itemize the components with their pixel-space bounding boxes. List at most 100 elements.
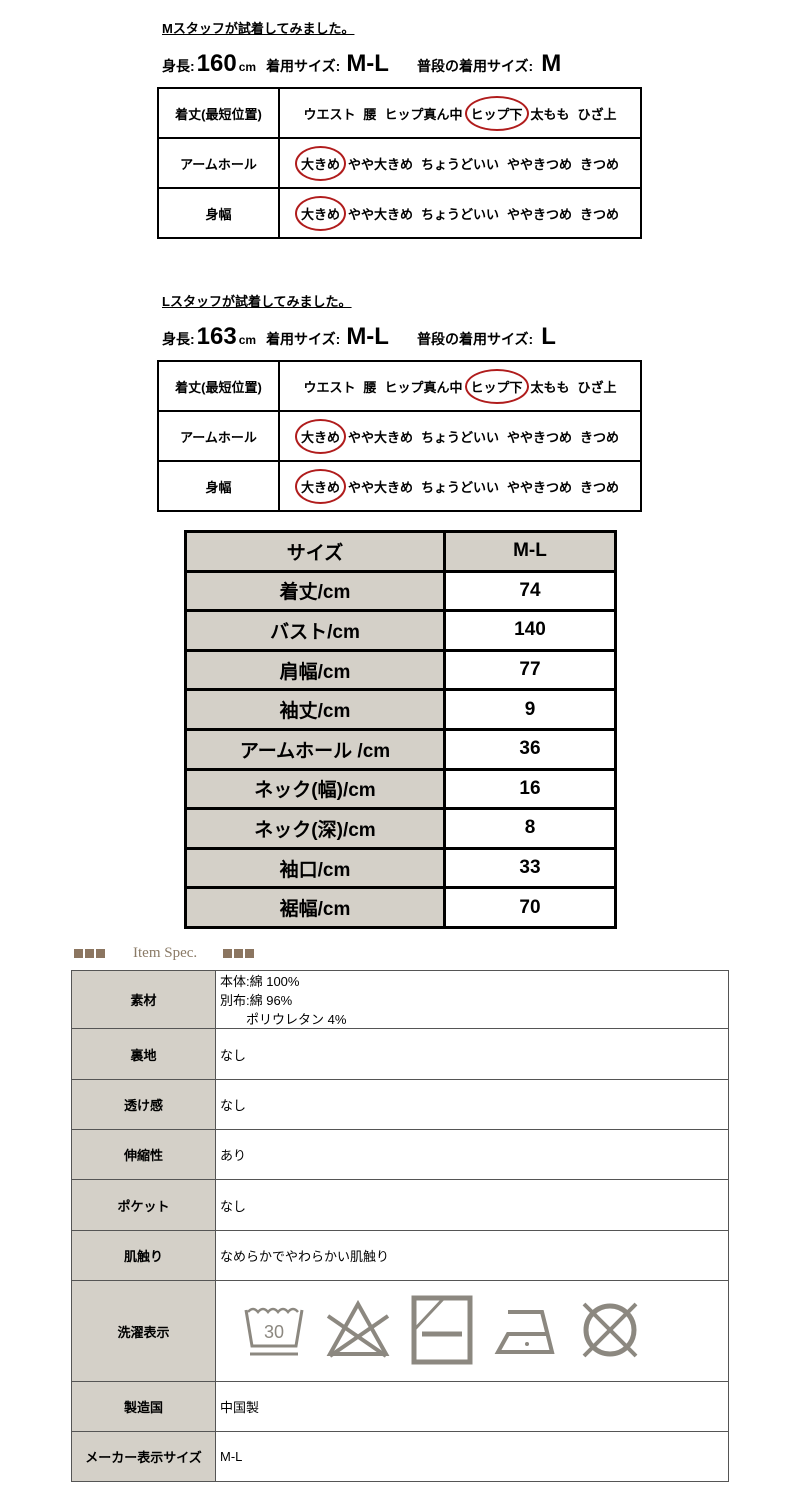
fit-option: ちょうどいい bbox=[420, 479, 499, 495]
size-value: 74 bbox=[443, 569, 617, 613]
fit-option: 太もも bbox=[530, 106, 570, 122]
fit-option: 太もも bbox=[530, 379, 570, 395]
size-row: 肩幅/cm 77 bbox=[184, 648, 617, 692]
size-value: 77 bbox=[443, 648, 617, 692]
care-icons: 30 bbox=[220, 1294, 728, 1369]
spec-row: 伸縮性 あり bbox=[71, 1129, 729, 1180]
size-label: ネック(深)/cm bbox=[184, 807, 446, 850]
spec-row: ポケット なし bbox=[71, 1179, 729, 1231]
size-label: 着丈/cm bbox=[184, 569, 446, 613]
spec-row: 透け感 なし bbox=[71, 1079, 729, 1130]
spec-value: 30 bbox=[215, 1280, 729, 1382]
spec-value: なし bbox=[215, 1079, 729, 1130]
spec-value-line: ポリウレタン 4% bbox=[220, 1012, 347, 1027]
spec-label: 洗濯表示 bbox=[71, 1280, 216, 1382]
fit-row: アームホール 大きめ やや大きめ ちょうどいい ややきつめ きつめ bbox=[157, 410, 642, 462]
staff-measurements: 身長: 160 cm 着用サイズ: M-L 普段の着用サイズ: M bbox=[162, 50, 562, 77]
fit-row: アームホール 大きめ やや大きめ ちょうどいい ややきつめ きつめ bbox=[157, 137, 642, 189]
fit-row: 身幅 大きめ やや大きめ ちょうどいい ややきつめ きつめ bbox=[157, 187, 642, 239]
wash-30-icon: 30 bbox=[242, 1298, 306, 1365]
spec-value-line: あり bbox=[220, 1148, 247, 1163]
spec-label: 製造国 bbox=[71, 1381, 216, 1432]
spec-value-line: 別布:綿 96% bbox=[220, 993, 293, 1008]
fit-option: ちょうどいい bbox=[420, 156, 499, 172]
fit-table: 着丈(最短位置) ウエスト腰ヒップ真ん中 ヒップ下 太もも ひざ上 アームホール 大きめ やや… bbox=[157, 360, 642, 512]
selected-option: 大きめ bbox=[294, 145, 346, 181]
spec-value: 中国製 bbox=[215, 1381, 729, 1432]
size-row: アームホール /cm 36 bbox=[184, 727, 617, 771]
size-value: 9 bbox=[443, 688, 617, 731]
fit-label: 身幅 bbox=[157, 187, 280, 239]
spec-value-line: 本体:綿 100% bbox=[220, 974, 300, 989]
size-row: 袖丈/cm 9 bbox=[184, 688, 617, 731]
fit-option: 腰 bbox=[363, 106, 377, 122]
spec-value-line: なし bbox=[220, 1198, 247, 1214]
selected-option: ヒップ下 bbox=[464, 95, 529, 131]
fit-label: 着丈(最短位置) bbox=[157, 87, 280, 139]
fit-option: ひざ上 bbox=[577, 106, 617, 122]
selected-option: 大きめ bbox=[294, 468, 346, 504]
spec-value-line: なし bbox=[220, 1098, 247, 1113]
size-header: サイズ bbox=[184, 530, 446, 573]
spec-label: 素材 bbox=[71, 970, 216, 1029]
size-value: 8 bbox=[443, 807, 617, 850]
fit-option: ややきつめ bbox=[507, 156, 573, 172]
size-row: 着丈/cm 74 bbox=[184, 569, 617, 613]
fit-option: ややきつめ bbox=[507, 479, 573, 495]
spec-value-line: なし bbox=[220, 1047, 247, 1063]
no-tumble-dry-icon bbox=[578, 1298, 642, 1365]
size-label: ネック(幅)/cm bbox=[184, 767, 446, 811]
size-row: 袖口/cm 33 bbox=[184, 846, 617, 890]
spec-value: なし bbox=[215, 1028, 729, 1080]
size-row: ネック(深)/cm 8 bbox=[184, 807, 617, 850]
spec-label: 裏地 bbox=[71, 1028, 216, 1080]
fit-option: ややきつめ bbox=[507, 206, 573, 222]
size-label: バスト/cm bbox=[184, 609, 446, 652]
iron-low-icon bbox=[494, 1298, 558, 1365]
size-header-value: M-L bbox=[443, 530, 617, 573]
fit-options: 大きめ やや大きめ ちょうどいい ややきつめ きつめ bbox=[278, 410, 642, 462]
spec-value: なめらかでやわらかい肌触り bbox=[215, 1230, 729, 1281]
selected-option: 大きめ bbox=[294, 195, 346, 231]
spec-row: メーカー表示サイズ M-L bbox=[71, 1431, 729, 1482]
spec-row: 裏地 なし bbox=[71, 1028, 729, 1080]
size-table: サイズ M-L 着丈/cm 74 バスト/cm 140 肩幅/cm 77 袖丈/cm 9 アームホー… bbox=[184, 530, 617, 929]
fit-option: ウエスト bbox=[303, 106, 356, 122]
fit-option: きつめ bbox=[580, 206, 620, 222]
selected-option: ヒップ下 bbox=[464, 368, 529, 404]
spec-value-line: M-L bbox=[220, 1449, 243, 1464]
spec-value: 本体:綿 100% 別布:綿 96% ポリウレタン 4% bbox=[215, 970, 729, 1029]
svg-text:30: 30 bbox=[264, 1322, 284, 1342]
spec-row: 製造国 中国製 bbox=[71, 1381, 729, 1432]
spec-label: 伸縮性 bbox=[71, 1129, 216, 1180]
fit-option: ちょうどいい bbox=[420, 206, 499, 222]
size-value: 16 bbox=[443, 767, 617, 811]
spec-label: 透け感 bbox=[71, 1079, 216, 1130]
spec-value-line: なめらかでやわらかい肌触り bbox=[220, 1249, 390, 1264]
spec-value: あり bbox=[215, 1129, 729, 1180]
size-value: 36 bbox=[443, 727, 617, 771]
fit-option: ややきつめ bbox=[507, 429, 573, 445]
fit-row: 着丈(最短位置) ウエスト腰ヒップ真ん中 ヒップ下 太もも ひざ上 bbox=[157, 87, 642, 139]
fit-option: やや大きめ bbox=[347, 479, 413, 495]
spec-row: 洗濯表示 30 bbox=[71, 1280, 729, 1382]
fit-option: やや大きめ bbox=[347, 156, 413, 172]
fit-row: 着丈(最短位置) ウエスト腰ヒップ真ん中 ヒップ下 太もも ひざ上 bbox=[157, 360, 642, 412]
size-value: 70 bbox=[443, 886, 617, 929]
spec-row: 素材 本体:綿 100% 別布:綿 96% ポリウレタン 4% bbox=[71, 970, 729, 1029]
fit-table: 着丈(最短位置) ウエスト腰ヒップ真ん中 ヒップ下 太もも ひざ上 アームホール 大きめ やや… bbox=[157, 87, 642, 239]
size-row: ネック(幅)/cm 16 bbox=[184, 767, 617, 811]
size-value: 140 bbox=[443, 609, 617, 652]
fit-options: ウエスト腰ヒップ真ん中 ヒップ下 太もも ひざ上 bbox=[278, 87, 642, 139]
staff-measurements: 身長: 163 cm 着用サイズ: M-L 普段の着用サイズ: L bbox=[162, 323, 556, 350]
size-label: 袖口/cm bbox=[184, 846, 446, 890]
fit-option: ちょうどいい bbox=[420, 429, 499, 445]
drip-dry-shade-icon bbox=[410, 1294, 474, 1369]
fit-label: 身幅 bbox=[157, 460, 280, 512]
size-row: バスト/cm 140 bbox=[184, 609, 617, 652]
spec-label: メーカー表示サイズ bbox=[71, 1431, 216, 1482]
spec-value: M-L bbox=[215, 1431, 729, 1482]
item-spec-table: 素材 本体:綿 100% 別布:綿 96% ポリウレタン 4% 裏地 なし 透け感 なし 伸縮… bbox=[71, 970, 729, 1482]
fit-option: きつめ bbox=[580, 156, 620, 172]
fit-option: きつめ bbox=[580, 479, 620, 495]
